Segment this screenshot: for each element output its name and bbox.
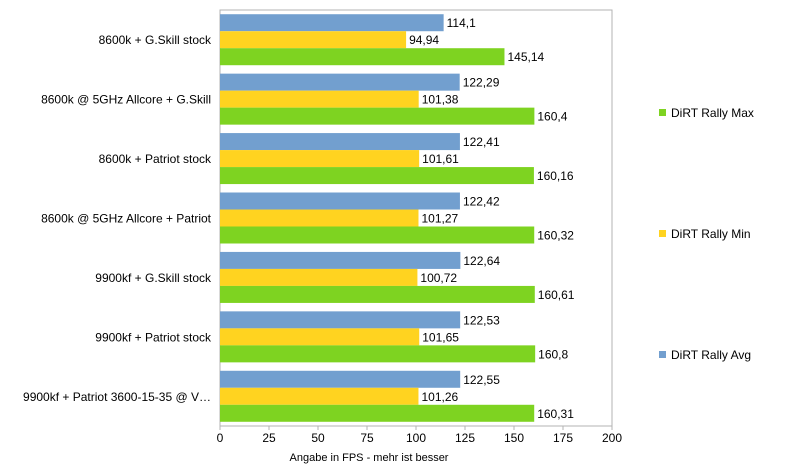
legend-swatch [659,351,666,358]
data-label: 101,38 [422,93,459,107]
x-tick-label: 200 [602,431,622,445]
bar [220,328,420,346]
data-label: 122,53 [463,313,500,327]
legend: DiRT Rally Max DiRT Rally Min DiRT Rally A… [659,106,754,362]
x-tick-label: 150 [504,431,524,445]
data-label: 101,27 [421,212,458,226]
bar [220,167,534,185]
x-tick-label: 0 [217,431,224,445]
bar [220,268,418,286]
data-label: 160,31 [537,407,574,421]
legend-label: DiRT Rally Avg [671,348,751,362]
data-label: 101,61 [422,152,459,166]
data-label: 114,1 [447,16,476,30]
bar [220,387,419,405]
data-label: 122,41 [463,135,500,149]
legend-label: DiRT Rally Max [671,106,754,120]
bar [220,107,535,125]
x-tick-label: 25 [262,431,276,445]
bar [220,90,419,108]
legend-swatch [659,230,666,237]
bar [220,311,461,329]
data-label: 122,29 [463,76,500,90]
bar [220,133,460,151]
legend-label: DiRT Rally Min [671,227,751,241]
legend-swatch [659,109,666,116]
bars-group [220,14,536,422]
bar [220,345,536,363]
data-label: 101,65 [422,330,459,344]
bar [220,73,460,91]
bar [220,251,461,269]
bar [220,31,407,49]
x-tick-label: 75 [360,431,374,445]
data-label: 160,4 [537,110,567,124]
data-label: 160,16 [537,169,574,183]
category-label: 8600k + Patriot stock [99,152,212,166]
x-tick-labels-group: 0 25 50 75 100 125 150 175 200 [217,426,622,445]
category-label: 8600k @ 5GHz Allcore + G.Skill [41,93,211,107]
category-label: 8600k @ 5GHz Allcore + Patriot [41,212,212,226]
value-labels-group: 114,1 94,94 145,14 122,29 101,38 160,4 122,41 1… [409,16,575,421]
data-label: 145,14 [507,50,544,64]
data-label: 94,94 [409,33,439,47]
x-axis-title: Angabe in FPS - mehr ist besser [290,452,449,464]
data-label: 160,32 [537,229,574,243]
data-label: 122,64 [463,254,500,268]
bar [220,370,461,388]
bar [220,285,535,303]
data-label: 100,72 [420,271,457,285]
x-tick-label: 175 [553,431,573,445]
data-label: 122,42 [463,195,500,209]
data-label: 160,61 [538,288,575,302]
x-tick-label: 125 [455,431,475,445]
bar [220,192,460,210]
bar [220,226,535,244]
category-label: 9900kf + Patriot stock [95,330,212,344]
data-label: 122,55 [463,373,500,387]
x-tick-label: 100 [406,431,426,445]
data-label: 160,8 [538,347,568,361]
data-label: 101,26 [421,390,458,404]
category-label: 9900kf + G.Skill stock [95,271,212,285]
category-label: 9900kf + Patriot 3600-15-35 @ V… [23,390,211,404]
bar [220,150,420,168]
category-labels-group: 8600k + G.Skill stock 8600k @ 5GHz Allcor… [23,33,212,404]
bar [220,209,419,227]
bar [220,404,535,422]
bar [220,48,505,66]
category-label: 8600k + G.Skill stock [99,33,212,47]
x-tick-label: 50 [311,431,325,445]
bar [220,14,444,32]
